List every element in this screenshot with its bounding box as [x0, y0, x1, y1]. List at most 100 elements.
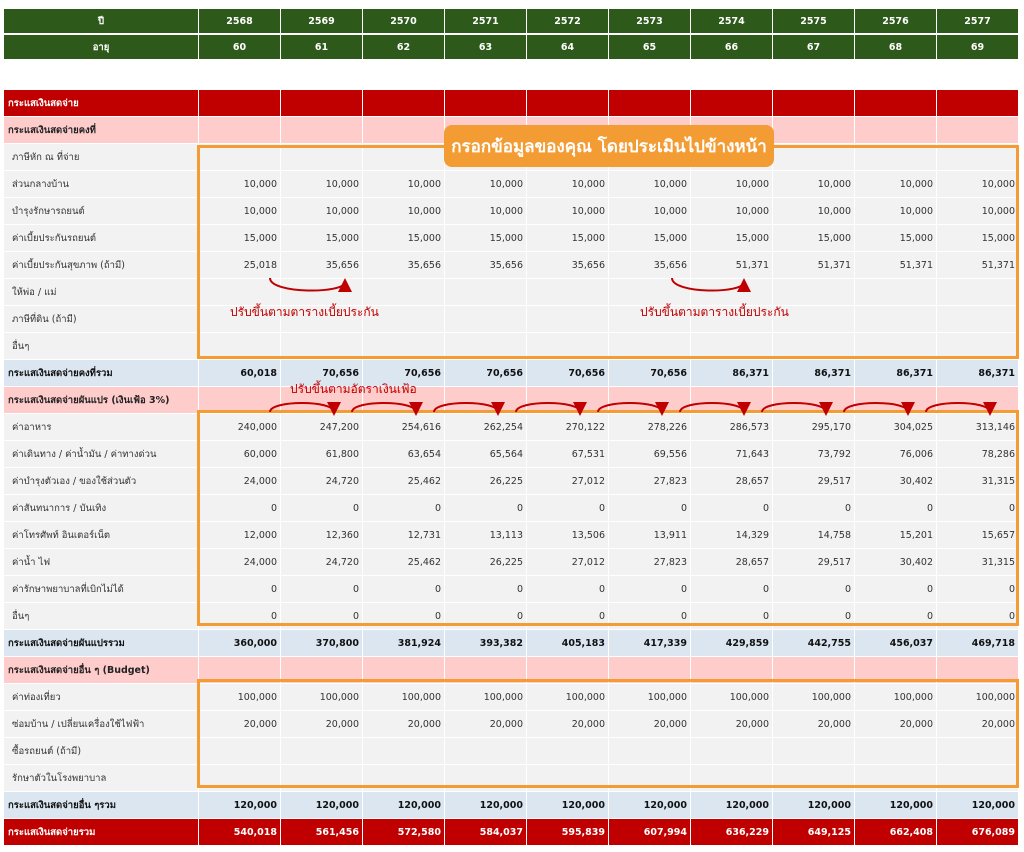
- table-cell[interactable]: [691, 306, 773, 333]
- table-cell[interactable]: 60,000: [199, 441, 281, 468]
- table-cell[interactable]: 24,720: [281, 468, 363, 495]
- table-cell[interactable]: 26,225: [445, 549, 527, 576]
- table-cell[interactable]: [199, 738, 281, 765]
- table-cell[interactable]: [445, 333, 527, 360]
- table-cell[interactable]: 247,200: [281, 414, 363, 441]
- table-cell[interactable]: [937, 333, 1019, 360]
- table-cell[interactable]: 20,000: [445, 711, 527, 738]
- table-cell[interactable]: 63,654: [363, 441, 445, 468]
- table-cell[interactable]: 0: [609, 603, 691, 630]
- table-cell[interactable]: 240,000: [199, 414, 281, 441]
- table-cell[interactable]: [363, 738, 445, 765]
- table-cell[interactable]: 0: [855, 495, 937, 522]
- table-cell[interactable]: [691, 738, 773, 765]
- table-cell[interactable]: [527, 333, 609, 360]
- table-cell[interactable]: [691, 333, 773, 360]
- table-cell[interactable]: 28,657: [691, 468, 773, 495]
- table-cell[interactable]: 27,012: [527, 549, 609, 576]
- table-cell[interactable]: 67,531: [527, 441, 609, 468]
- table-cell[interactable]: 25,018: [199, 252, 281, 279]
- table-cell[interactable]: 100,000: [527, 684, 609, 711]
- table-cell[interactable]: 0: [445, 576, 527, 603]
- table-cell[interactable]: 0: [199, 576, 281, 603]
- table-cell[interactable]: 61,800: [281, 441, 363, 468]
- table-cell[interactable]: 0: [609, 576, 691, 603]
- table-cell[interactable]: 15,201: [855, 522, 937, 549]
- table-cell[interactable]: 100,000: [281, 684, 363, 711]
- table-cell[interactable]: 286,573: [691, 414, 773, 441]
- table-cell[interactable]: 24,000: [199, 549, 281, 576]
- table-cell[interactable]: 15,000: [691, 225, 773, 252]
- table-cell[interactable]: [773, 306, 855, 333]
- table-cell[interactable]: 20,000: [691, 711, 773, 738]
- table-cell[interactable]: 76,006: [855, 441, 937, 468]
- table-cell[interactable]: [937, 738, 1019, 765]
- table-cell[interactable]: [855, 144, 937, 171]
- table-cell[interactable]: [281, 279, 363, 306]
- table-cell[interactable]: [445, 738, 527, 765]
- table-cell[interactable]: 20,000: [527, 711, 609, 738]
- table-cell[interactable]: 100,000: [609, 684, 691, 711]
- table-cell[interactable]: 0: [363, 576, 445, 603]
- table-cell[interactable]: 28,657: [691, 549, 773, 576]
- table-cell[interactable]: 0: [691, 495, 773, 522]
- table-cell[interactable]: [363, 144, 445, 171]
- table-cell[interactable]: 0: [199, 603, 281, 630]
- table-cell[interactable]: [937, 279, 1019, 306]
- table-cell[interactable]: 51,371: [855, 252, 937, 279]
- table-cell[interactable]: [609, 738, 691, 765]
- table-cell[interactable]: 12,731: [363, 522, 445, 549]
- table-cell[interactable]: 10,000: [691, 198, 773, 225]
- table-cell[interactable]: 10,000: [199, 171, 281, 198]
- table-cell[interactable]: 100,000: [363, 684, 445, 711]
- table-cell[interactable]: 20,000: [773, 711, 855, 738]
- table-cell[interactable]: 27,012: [527, 468, 609, 495]
- table-cell[interactable]: 14,758: [773, 522, 855, 549]
- table-cell[interactable]: [609, 333, 691, 360]
- table-cell[interactable]: 65,564: [445, 441, 527, 468]
- table-cell[interactable]: [937, 765, 1019, 792]
- table-cell[interactable]: [445, 306, 527, 333]
- table-cell[interactable]: 71,643: [691, 441, 773, 468]
- table-cell[interactable]: 100,000: [855, 684, 937, 711]
- table-cell[interactable]: 10,000: [445, 171, 527, 198]
- table-cell[interactable]: 10,000: [527, 171, 609, 198]
- table-cell[interactable]: 10,000: [855, 171, 937, 198]
- table-cell[interactable]: 0: [527, 495, 609, 522]
- table-cell[interactable]: 25,462: [363, 549, 445, 576]
- table-cell[interactable]: 31,315: [937, 549, 1019, 576]
- table-cell[interactable]: 15,000: [937, 225, 1019, 252]
- table-cell[interactable]: 100,000: [445, 684, 527, 711]
- table-cell[interactable]: 15,000: [855, 225, 937, 252]
- table-cell[interactable]: [855, 333, 937, 360]
- table-cell[interactable]: 24,000: [199, 468, 281, 495]
- table-cell[interactable]: [855, 306, 937, 333]
- table-cell[interactable]: [445, 279, 527, 306]
- table-cell[interactable]: 35,656: [527, 252, 609, 279]
- table-cell[interactable]: 10,000: [281, 171, 363, 198]
- table-cell[interactable]: 0: [937, 603, 1019, 630]
- table-cell[interactable]: 13,911: [609, 522, 691, 549]
- table-cell[interactable]: 12,360: [281, 522, 363, 549]
- table-cell[interactable]: 0: [527, 603, 609, 630]
- table-cell[interactable]: [609, 765, 691, 792]
- table-cell[interactable]: 313,146: [937, 414, 1019, 441]
- table-cell[interactable]: 78,286: [937, 441, 1019, 468]
- table-cell[interactable]: 10,000: [773, 171, 855, 198]
- table-cell[interactable]: 0: [445, 495, 527, 522]
- table-cell[interactable]: [281, 306, 363, 333]
- table-cell[interactable]: [281, 144, 363, 171]
- table-cell[interactable]: [363, 306, 445, 333]
- table-cell[interactable]: [199, 279, 281, 306]
- table-cell[interactable]: [855, 279, 937, 306]
- table-cell[interactable]: 25,462: [363, 468, 445, 495]
- table-cell[interactable]: 304,025: [855, 414, 937, 441]
- table-cell[interactable]: 0: [937, 576, 1019, 603]
- table-cell[interactable]: [855, 765, 937, 792]
- table-cell[interactable]: 13,113: [445, 522, 527, 549]
- table-cell[interactable]: 20,000: [199, 711, 281, 738]
- table-cell[interactable]: 0: [199, 495, 281, 522]
- table-cell[interactable]: 100,000: [199, 684, 281, 711]
- table-cell[interactable]: 26,225: [445, 468, 527, 495]
- table-cell[interactable]: 0: [773, 603, 855, 630]
